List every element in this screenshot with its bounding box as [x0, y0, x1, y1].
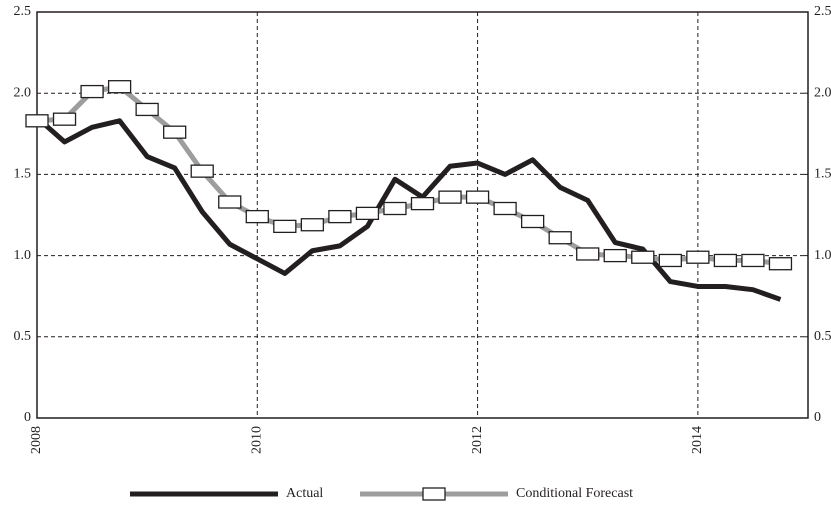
- x-tick-label: 2014: [690, 426, 705, 454]
- series-line: [35, 115, 782, 302]
- marker: [355, 206, 380, 221]
- marker: [493, 201, 517, 216]
- marker: [410, 196, 435, 211]
- y2-tick-label: 1.0: [814, 248, 831, 263]
- y-tick-label: 0: [24, 410, 31, 425]
- y2-tick-label: 2.0: [814, 85, 831, 100]
- marker: [631, 250, 655, 264]
- marker: [465, 190, 490, 204]
- marker: [25, 114, 49, 128]
- marker: [190, 164, 214, 178]
- y-tick-label: 1.0: [14, 248, 32, 263]
- x-tick-label: 2012: [470, 426, 485, 454]
- y2-tick-label: 0.5: [814, 329, 831, 344]
- marker: [163, 125, 187, 139]
- y2-tick-label: 1.5: [814, 167, 831, 182]
- marker: [686, 250, 710, 264]
- series-line: [36, 84, 781, 267]
- marker: [713, 253, 738, 268]
- marker: [768, 257, 793, 271]
- marker: [548, 231, 572, 245]
- marker: [576, 247, 600, 261]
- y2-tick-label: 0: [814, 410, 821, 425]
- marker: [135, 102, 159, 117]
- legend-label: Conditional Forecast: [516, 486, 633, 501]
- x-tick-label: 2010: [250, 426, 265, 454]
- y-tick-label: 2.5: [14, 4, 32, 19]
- marker: [107, 80, 132, 94]
- marker: [438, 190, 462, 204]
- y2-tick-label: 2.5: [814, 4, 831, 19]
- marker: [328, 209, 352, 224]
- legend-label: Actual: [286, 486, 323, 501]
- legend-marker: [422, 487, 446, 501]
- marker: [300, 218, 325, 232]
- marker: [603, 248, 627, 263]
- marker: [80, 84, 104, 99]
- marker: [741, 253, 765, 268]
- y-tick-label: 1.5: [14, 167, 32, 182]
- marker: [520, 214, 545, 229]
- marker: [658, 253, 682, 268]
- marker: [245, 209, 269, 224]
- y-tick-label: 2.0: [14, 85, 32, 100]
- plot-frame: [36, 11, 809, 419]
- marker: [52, 112, 77, 126]
- marker: [218, 195, 242, 209]
- x-tick-label: 2008: [29, 426, 44, 454]
- marker: [383, 201, 407, 216]
- marker: [273, 219, 297, 234]
- y-tick-label: 0.5: [14, 329, 32, 344]
